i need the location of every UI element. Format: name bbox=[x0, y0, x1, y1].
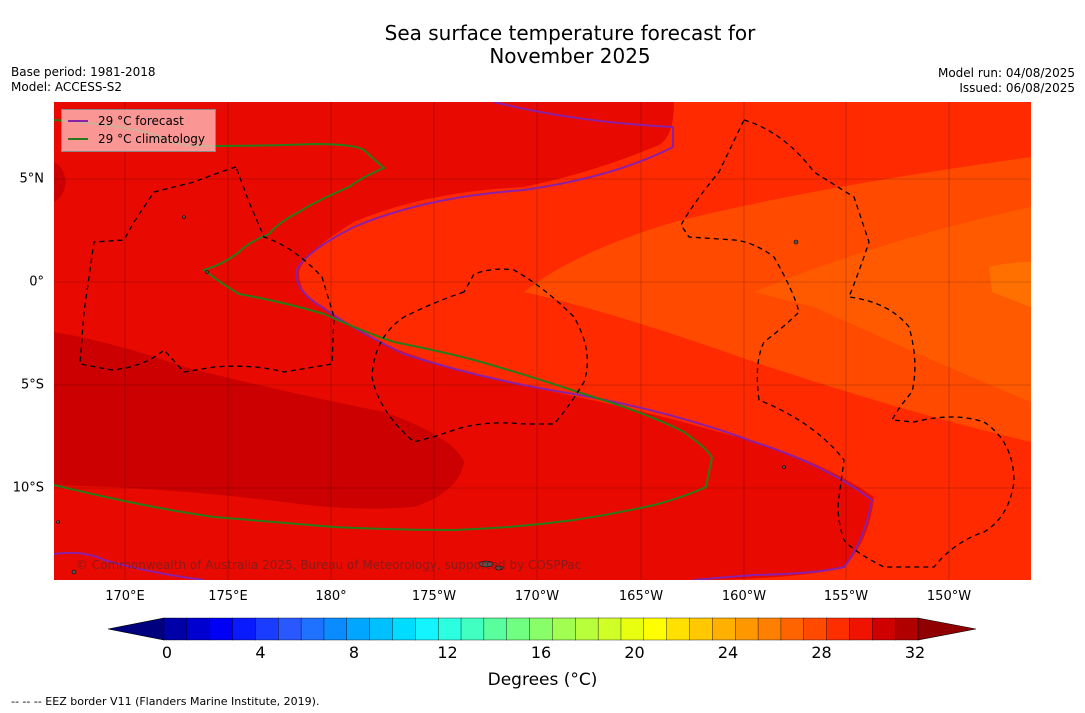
legend-forecast: 29 °C forecast bbox=[68, 113, 184, 129]
colorbar-low-arrow bbox=[108, 617, 165, 641]
longitude-label: 180° bbox=[315, 589, 347, 604]
colorbar-tick-label: 0 bbox=[161, 643, 173, 662]
colorbar-segment bbox=[575, 617, 599, 641]
map-credit: © Commonwealth of Australia 2025, Bureau… bbox=[76, 558, 582, 572]
legend-forecast-label: 29 °C forecast bbox=[98, 114, 184, 128]
meta-left: Base period: 1981-2018 Model: ACCESS-S2 bbox=[11, 65, 156, 95]
colorbar-tick-label: 20 bbox=[624, 643, 645, 662]
colorbar-tick-label: 4 bbox=[255, 643, 266, 662]
sst-map bbox=[54, 102, 1031, 580]
model-name: Model: ACCESS-S2 bbox=[11, 80, 123, 94]
base-period: Base period: 1981-2018 bbox=[11, 65, 156, 79]
colorbar-segment bbox=[735, 617, 759, 641]
latitude-label: 10°S bbox=[12, 480, 44, 496]
colorbar-segment bbox=[415, 617, 439, 641]
colorbar-tick-label: 28 bbox=[811, 643, 832, 662]
islands bbox=[56, 215, 799, 575]
colorbar-segment bbox=[529, 617, 553, 641]
sst-field-26 bbox=[754, 207, 1031, 402]
colorbar-segment bbox=[666, 617, 691, 641]
longitude-label: 175°E bbox=[208, 589, 248, 604]
issued-date: Issued: 06/08/2025 bbox=[959, 81, 1075, 95]
colorbar-segment bbox=[803, 617, 828, 641]
eez-central bbox=[371, 268, 588, 443]
colorbar-segment bbox=[346, 617, 371, 641]
eez-east bbox=[680, 119, 1015, 568]
title-line-1: Sea surface temperature forecast for bbox=[384, 21, 756, 45]
colorbar-segment bbox=[689, 617, 713, 641]
colorbar-segment bbox=[369, 617, 393, 641]
colorbar-segment bbox=[437, 617, 462, 641]
colorbar-segment bbox=[278, 617, 302, 641]
legend-climatology-label: 29 °C climatology bbox=[98, 132, 206, 146]
colorbar-segment bbox=[392, 617, 416, 641]
longitude-label: 170°W bbox=[514, 589, 560, 604]
colorbar-segment bbox=[460, 617, 485, 641]
colorbar-segment bbox=[597, 617, 622, 641]
map-title: Sea surface temperature forecast for Nov… bbox=[0, 22, 1085, 68]
colorbar-segment bbox=[757, 617, 782, 641]
forecast-29c-contour bbox=[294, 102, 874, 580]
colorbar-segment bbox=[209, 617, 234, 641]
colorbar-high-arrow bbox=[917, 617, 977, 641]
colorbar-segment bbox=[255, 617, 279, 641]
colorbar-segment bbox=[894, 617, 919, 641]
colorbar-segment bbox=[780, 617, 805, 641]
colorbar-tick-label: 24 bbox=[717, 643, 739, 662]
model-run: Model run: 04/08/2025 bbox=[937, 66, 1075, 80]
colorbar-segment bbox=[552, 617, 576, 641]
colorbar-segment bbox=[826, 617, 850, 641]
title-line-2: November 2025 bbox=[489, 44, 651, 68]
colorbar-tick-label: 32 bbox=[904, 643, 926, 662]
latitude-label: 0° bbox=[29, 274, 44, 290]
colorbar-segment bbox=[300, 617, 325, 641]
sst-map-svg bbox=[54, 102, 1031, 580]
colorbar-segment bbox=[712, 617, 736, 641]
colorbar-segment bbox=[232, 617, 256, 641]
eez-west bbox=[79, 166, 335, 373]
longitude-label: 165°W bbox=[618, 589, 664, 604]
colorbar-tick-label: 8 bbox=[348, 643, 360, 662]
eez-borders bbox=[79, 119, 1015, 568]
longitude-label: 150°W bbox=[926, 589, 972, 604]
latitude-label: 5°S bbox=[20, 377, 44, 393]
colorbar-tick-label: 16 bbox=[530, 643, 552, 662]
colorbar-segment bbox=[872, 617, 896, 641]
latitude-label: 5°N bbox=[19, 171, 45, 187]
colorbar-segment bbox=[643, 617, 668, 641]
colorbar-segment bbox=[323, 617, 348, 641]
contour-legend: 29 °C forecast 29 °C climatology bbox=[61, 109, 216, 152]
sst-field-30 bbox=[54, 332, 464, 509]
legend-forecast-swatch bbox=[68, 120, 88, 122]
sst-field-27 bbox=[524, 157, 1031, 442]
footnote: -- -- -- EEZ border V11 (Flanders Marine… bbox=[11, 695, 320, 708]
colorbar-label: Degrees (°C) bbox=[487, 670, 598, 690]
legend-climatology-swatch bbox=[68, 138, 88, 140]
sst-field-30-north bbox=[54, 162, 66, 202]
colorbar-segment bbox=[483, 617, 508, 641]
colorbar-tick-label: 12 bbox=[437, 643, 458, 662]
colorbar-segment bbox=[186, 617, 211, 641]
longitude-label: 155°W bbox=[823, 589, 869, 604]
longitude-label: 175°W bbox=[411, 589, 457, 604]
colorbar-segment bbox=[849, 617, 873, 641]
sst-field-25 bbox=[989, 262, 1031, 307]
forecast-29c-contour-south bbox=[54, 551, 205, 580]
meta-right: Model run: 04/08/2025 Issued: 06/08/2025 bbox=[938, 66, 1075, 96]
colorbar-segment bbox=[506, 617, 531, 641]
longitude-label: 170°E bbox=[105, 589, 145, 604]
legend-climatology: 29 °C climatology bbox=[68, 131, 205, 147]
colorbar-segment bbox=[620, 617, 645, 641]
colorbar bbox=[108, 617, 977, 641]
colorbar-segment bbox=[163, 617, 188, 641]
longitude-label: 160°W bbox=[721, 589, 767, 604]
